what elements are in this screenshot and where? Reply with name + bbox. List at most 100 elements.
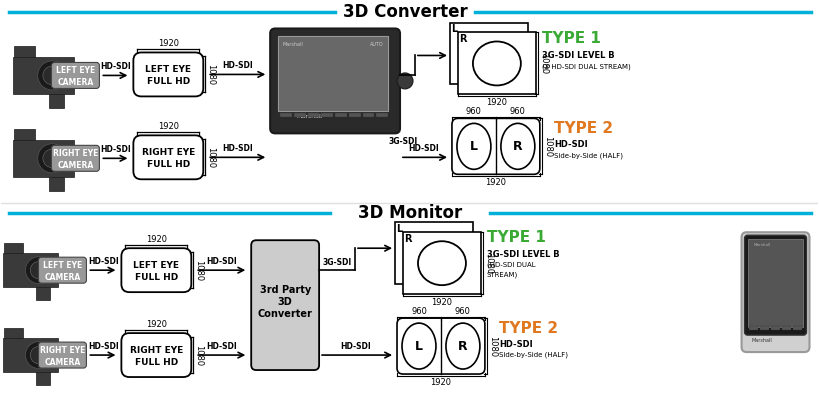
- Text: 1920: 1920: [431, 378, 451, 387]
- FancyBboxPatch shape: [121, 248, 192, 292]
- Text: 1920: 1920: [158, 123, 179, 131]
- Bar: [376, 114, 388, 117]
- Text: LEFT EYE: LEFT EYE: [145, 65, 192, 74]
- Text: R: R: [513, 140, 523, 153]
- Text: L: L: [450, 24, 457, 35]
- Text: TYPE 1: TYPE 1: [542, 31, 600, 46]
- Text: RIGHT EYE: RIGHT EYE: [142, 148, 195, 157]
- Text: 3D: 3D: [278, 297, 292, 307]
- FancyBboxPatch shape: [52, 62, 99, 88]
- FancyBboxPatch shape: [133, 53, 203, 96]
- Text: 1080: 1080: [543, 136, 552, 157]
- Bar: [450, 22, 528, 84]
- Text: FULL HD: FULL HD: [134, 358, 178, 367]
- Text: FULL HD: FULL HD: [147, 160, 190, 169]
- Text: 1920: 1920: [146, 235, 167, 244]
- Text: (HD-SDI DUAL: (HD-SDI DUAL: [487, 262, 536, 269]
- Circle shape: [397, 73, 413, 89]
- Text: Marshall: Marshall: [752, 337, 772, 343]
- FancyBboxPatch shape: [270, 28, 400, 133]
- Text: Side-by-Side (HALF): Side-by-Side (HALF): [554, 152, 622, 159]
- Text: HD-SDI: HD-SDI: [499, 339, 532, 348]
- Text: L: L: [470, 140, 478, 153]
- Text: LEFT EYE: LEFT EYE: [43, 261, 82, 270]
- Text: R: R: [459, 35, 467, 44]
- Text: 960: 960: [466, 107, 482, 116]
- Bar: [782, 326, 791, 330]
- Circle shape: [25, 341, 52, 368]
- Text: CAMERA: CAMERA: [57, 161, 93, 170]
- Text: HD-SDI: HD-SDI: [554, 140, 587, 149]
- FancyBboxPatch shape: [397, 318, 485, 374]
- Text: HD-SDI: HD-SDI: [100, 145, 131, 154]
- FancyBboxPatch shape: [452, 118, 540, 174]
- Text: 960: 960: [510, 107, 526, 116]
- Text: RIGHT EYE: RIGHT EYE: [129, 346, 183, 354]
- Text: Side-by-Side (HALF): Side-by-Side (HALF): [499, 352, 568, 358]
- Bar: [403, 232, 481, 294]
- Text: R: R: [405, 234, 412, 244]
- Circle shape: [38, 144, 67, 173]
- Text: LEFT EYE: LEFT EYE: [56, 66, 95, 75]
- Text: RIGHT EYE: RIGHT EYE: [52, 149, 98, 158]
- Circle shape: [43, 66, 61, 85]
- Text: HD-SDI: HD-SDI: [88, 257, 119, 266]
- Ellipse shape: [402, 323, 436, 369]
- Ellipse shape: [473, 42, 521, 85]
- Text: 1080: 1080: [484, 253, 493, 274]
- Text: 1920: 1920: [158, 39, 179, 48]
- FancyBboxPatch shape: [133, 136, 203, 179]
- Bar: [36, 287, 50, 300]
- Text: Marshall: Marshall: [283, 42, 303, 48]
- Text: 1080: 1080: [194, 344, 203, 365]
- Text: TYPE 2: TYPE 2: [499, 321, 558, 336]
- Text: 3G-SDI: 3G-SDI: [388, 137, 418, 147]
- Text: TYPE 1: TYPE 1: [487, 230, 545, 245]
- Text: 3G-SDI: 3G-SDI: [323, 258, 351, 267]
- Bar: [36, 372, 50, 385]
- FancyBboxPatch shape: [251, 240, 319, 370]
- Text: 3G-SDI LEVEL B: 3G-SDI LEVEL B: [542, 51, 614, 60]
- Bar: [49, 177, 65, 191]
- Text: 960: 960: [411, 307, 427, 316]
- Bar: [349, 114, 360, 117]
- Bar: [749, 326, 758, 330]
- Text: 1080: 1080: [206, 147, 215, 168]
- Text: HD-SDI: HD-SDI: [222, 144, 252, 153]
- Text: HD-SDI: HD-SDI: [222, 61, 252, 70]
- Bar: [4, 328, 24, 338]
- Ellipse shape: [457, 123, 491, 169]
- Bar: [748, 239, 803, 327]
- Bar: [321, 114, 333, 117]
- Text: AUTO: AUTO: [370, 42, 384, 48]
- FancyBboxPatch shape: [741, 232, 809, 352]
- Text: L: L: [415, 339, 423, 352]
- Bar: [278, 37, 388, 112]
- Bar: [335, 114, 346, 117]
- Circle shape: [30, 346, 48, 364]
- Bar: [771, 326, 781, 330]
- Text: 1080: 1080: [206, 64, 215, 85]
- Text: TYPE 2: TYPE 2: [554, 121, 613, 136]
- Bar: [363, 114, 374, 117]
- Bar: [308, 114, 319, 117]
- Bar: [3, 338, 58, 372]
- FancyBboxPatch shape: [52, 145, 99, 171]
- Text: 1080: 1080: [488, 335, 497, 357]
- Text: Converter: Converter: [258, 309, 313, 319]
- Bar: [760, 326, 769, 330]
- Text: LEFT EYE: LEFT EYE: [133, 261, 179, 270]
- Text: Marshall: Marshall: [753, 243, 771, 247]
- Text: 3D Converter: 3D Converter: [342, 2, 468, 20]
- Text: 1920: 1920: [486, 178, 506, 187]
- Circle shape: [25, 257, 52, 284]
- Text: 960: 960: [455, 307, 471, 316]
- Text: R: R: [458, 339, 468, 352]
- FancyBboxPatch shape: [744, 235, 807, 335]
- Text: HD-SDI: HD-SDI: [100, 62, 131, 72]
- Bar: [49, 94, 65, 108]
- FancyBboxPatch shape: [38, 257, 87, 283]
- Text: 3rd Party: 3rd Party: [260, 285, 310, 295]
- Text: FULL HD: FULL HD: [147, 77, 190, 86]
- Bar: [280, 114, 292, 117]
